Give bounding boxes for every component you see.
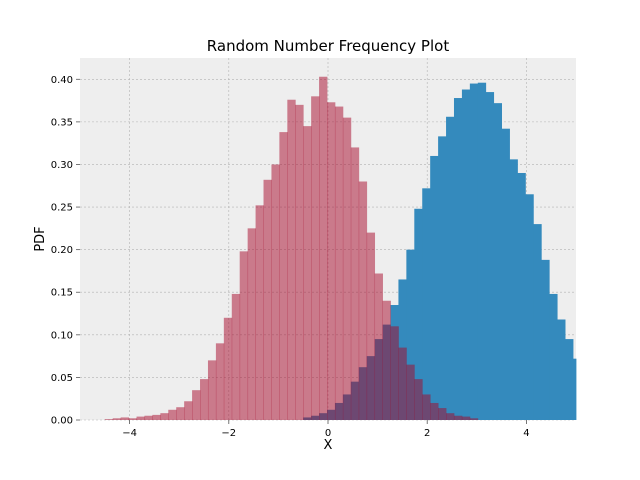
histogram-bar-series-1: [517, 172, 526, 420]
y-ticks: 0.00 0.05 0.10 0.15 0.20 0.25 0.30 0.35 0.40: [51, 75, 80, 427]
histogram-bar-series-2: [128, 418, 137, 420]
histogram-bar-series-2: [263, 179, 272, 420]
histogram-bar-series-1: [414, 208, 423, 420]
histogram-bar-series-2: [453, 415, 463, 420]
histogram-bar-series-1: [453, 98, 463, 420]
histogram-bar-series-2: [438, 408, 447, 420]
histogram-bar-series-2: [112, 418, 122, 420]
histogram-bar-series-2: [200, 379, 209, 420]
histogram-bar-series-2: [295, 104, 304, 421]
histogram-bar-series-2: [342, 117, 352, 420]
histogram-bar-series-1: [446, 116, 455, 421]
histogram-bar-series-2: [390, 326, 399, 420]
histogram-bar-series-2: [311, 96, 320, 421]
histogram-bar-series-2: [192, 390, 201, 420]
histogram-bar-series-2: [406, 364, 415, 420]
histogram-bar-series-2: [446, 413, 455, 420]
histogram-bar-series-1: [430, 155, 439, 420]
histogram-bar-series-1: [469, 83, 479, 420]
histogram-bar-series-2: [120, 417, 130, 420]
x-axis-label: X: [324, 438, 333, 453]
histogram-bar-series-2: [358, 181, 368, 420]
histogram-bar-series-2: [430, 402, 439, 420]
histogram-bar-series-1: [573, 358, 577, 420]
histogram-bar-series-1: [533, 224, 542, 420]
histogram-bar-series-2: [239, 251, 249, 420]
histogram-bar-series-2: [176, 407, 185, 420]
histogram-bar-series-2: [414, 379, 423, 420]
y-tick-label: 0.00: [51, 416, 73, 427]
histogram-bar-series-1: [477, 82, 487, 421]
histogram-bar-series-2: [287, 99, 296, 420]
histogram-bar-series-1: [501, 128, 510, 420]
y-tick-label: 0.35: [51, 117, 73, 128]
bars: [104, 76, 577, 421]
histogram-bar-series-2: [184, 401, 193, 420]
y-tick-label: 0.25: [51, 203, 73, 214]
histogram-bar-series-2: [207, 360, 217, 420]
histogram-bar-series-1: [509, 159, 518, 421]
x-tick-label: −2: [221, 428, 236, 439]
histogram-bar-series-2: [271, 164, 280, 420]
histogram-bar-series-2: [303, 126, 312, 420]
histogram-bar-series-2: [223, 317, 233, 420]
x-tick-label: 0: [325, 428, 331, 439]
histogram-bar-series-1: [557, 319, 566, 420]
histogram-bar-series-2: [168, 409, 177, 420]
y-tick-label: 0.10: [51, 330, 73, 341]
histogram-bar-series-1: [525, 194, 534, 420]
histogram-bar-series-1: [461, 89, 471, 421]
histogram-bar-series-2: [350, 147, 360, 420]
x-tick-label: 2: [424, 428, 430, 439]
histogram-bar-series-2: [334, 106, 344, 420]
histogram-bar-series-2: [255, 205, 264, 420]
x-tick-label: −4: [122, 428, 137, 439]
histogram-bar-series-2: [144, 415, 153, 420]
y-tick-label: 0.15: [51, 288, 73, 299]
histogram-bar-series-2: [461, 416, 471, 420]
y-tick-label: 0.30: [51, 160, 73, 171]
y-tick-label: 0.05: [51, 373, 73, 384]
histogram-bar-series-2: [327, 102, 336, 421]
x-tick-label: 4: [523, 428, 529, 439]
histogram-bar-series-2: [422, 394, 431, 420]
histogram-bar-series-2: [215, 343, 225, 420]
histogram-bar-series-2: [319, 76, 328, 420]
histogram-bar-series-1: [493, 103, 502, 421]
histogram-bar-series-1: [438, 136, 447, 420]
histogram-bar-series-2: [398, 347, 407, 420]
histogram-bar-series-2: [366, 232, 376, 420]
histogram-bar-series-1: [549, 293, 558, 420]
histogram-bar-series-2: [247, 228, 256, 420]
histogram-bar-series-2: [382, 300, 391, 420]
y-tick-label: 0.40: [51, 75, 73, 86]
histogram-bar-series-1: [565, 339, 574, 420]
histogram-bar-series-1: [541, 259, 550, 420]
histogram-bar-series-2: [374, 273, 383, 420]
histogram-bar-series-1: [422, 188, 431, 420]
histogram-bar-series-2: [136, 416, 145, 420]
histogram-bar-series-2: [469, 418, 479, 420]
histogram-bar-series-1: [485, 92, 495, 420]
histogram-bar-series-2: [152, 414, 161, 420]
histogram-bar-series-2: [279, 132, 288, 421]
histogram-bar-series-2: [104, 419, 114, 420]
x-ticks: −4 −2 0 2 4: [122, 420, 530, 439]
y-tick-label: 0.20: [51, 245, 73, 256]
histogram-bar-series-2: [231, 293, 241, 420]
histogram-bar-series-1: [406, 249, 415, 420]
y-axis-label: PDF: [33, 226, 48, 251]
chart-title: Random Number Frequency Plot: [207, 37, 450, 55]
histogram-bar-series-2: [160, 413, 169, 420]
